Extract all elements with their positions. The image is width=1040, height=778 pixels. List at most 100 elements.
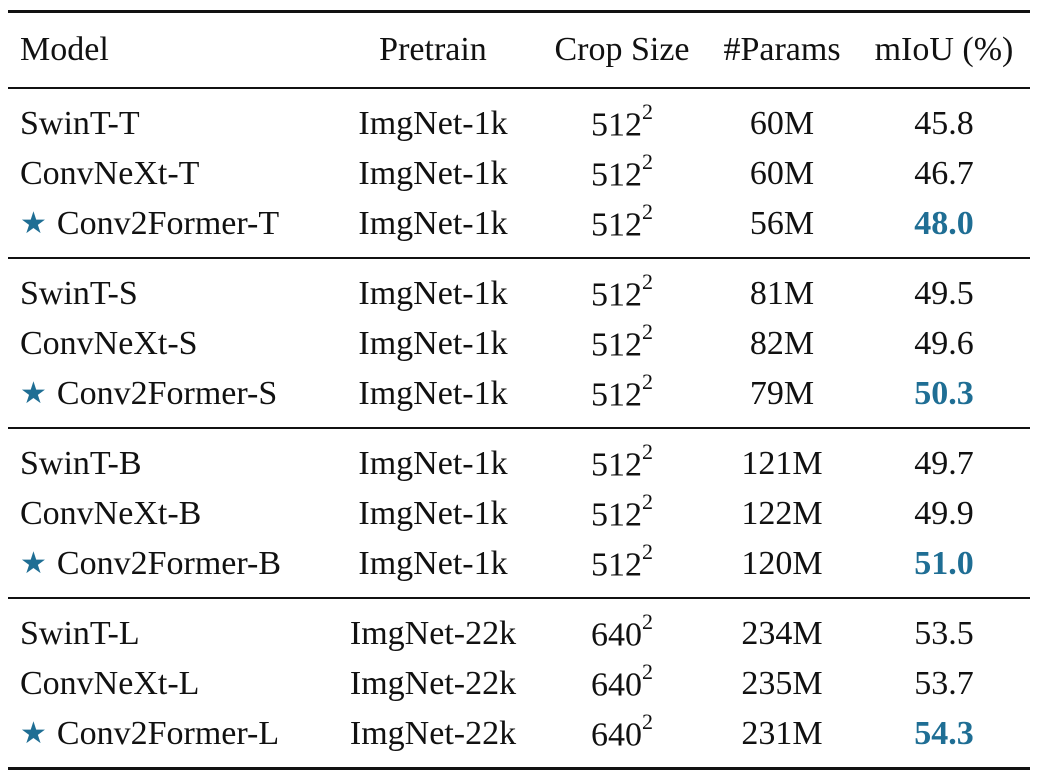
table-row: ★ Conv2Former-S ImgNet-1k 5122 79M 50.3 <box>8 369 1030 428</box>
cell-params: 235M <box>741 665 823 702</box>
cell-crop-size: 6402 <box>538 659 706 709</box>
table-group: SwinT-T ImgNet-1k 5122 60M 45.8 ConvNeXt-T Img… <box>8 88 1030 258</box>
model-name: Conv2Former-B <box>56 545 281 582</box>
cell-model: ★ Conv2Former-L <box>8 709 328 769</box>
header-miou: mIoU (%) <box>874 31 1014 68</box>
cell-miou-best: 50.3 <box>914 375 974 412</box>
header-params: #Params <box>723 31 841 68</box>
cell-params: 234M <box>741 615 823 652</box>
model-name: Conv2Former-S <box>56 375 278 412</box>
model-name: ConvNeXt-B <box>20 495 202 532</box>
crop-size-exponent: 2 <box>642 199 653 225</box>
cell-model: ★ Conv2Former-T <box>8 199 328 258</box>
crop-size-exponent: 2 <box>642 269 653 295</box>
cell-miou-best: 54.3 <box>914 715 974 752</box>
table-group: SwinT-L ImgNet-22k 6402 234M 53.5 ConvNeXt-L I… <box>8 598 1030 769</box>
cell-miou: 49.9 <box>914 495 974 532</box>
table-row: SwinT-T ImgNet-1k 5122 60M 45.8 <box>8 88 1030 149</box>
cell-crop-size: 5122 <box>538 539 706 598</box>
crop-size-exponent: 2 <box>642 609 653 635</box>
model-name: SwinT-L <box>20 615 140 652</box>
crop-size-exponent: 2 <box>642 369 653 395</box>
cell-model: SwinT-S <box>8 258 328 319</box>
cell-crop-size: 5122 <box>538 369 706 428</box>
cell-pretrain: ImgNet-22k <box>349 615 517 652</box>
cell-pretrain: ImgNet-1k <box>358 495 508 532</box>
cell-model: ConvNeXt-T <box>8 149 328 199</box>
crop-size-base: 512 <box>591 206 642 244</box>
header-crop-size: Crop Size <box>554 31 690 68</box>
crop-size-exponent: 2 <box>642 319 653 345</box>
cell-pretrain: ImgNet-1k <box>358 205 508 242</box>
results-table-container: Model Pretrain Crop Size #Params mIoU (%… <box>8 10 1030 770</box>
model-name: ConvNeXt-S <box>20 325 198 362</box>
table-group: SwinT-S ImgNet-1k 5122 81M 49.5 ConvNeXt-S Img… <box>8 258 1030 428</box>
star-icon: ★ <box>20 716 47 751</box>
cell-crop-size: 5122 <box>538 489 706 539</box>
cell-miou: 53.5 <box>914 615 974 652</box>
model-name: SwinT-S <box>20 275 138 312</box>
cell-miou-best: 51.0 <box>914 545 974 582</box>
star-icon: ★ <box>20 546 47 581</box>
table-row: SwinT-L ImgNet-22k 6402 234M 53.5 <box>8 598 1030 659</box>
cell-crop-size: 5122 <box>538 258 706 319</box>
crop-size-base: 640 <box>591 616 642 654</box>
cell-model: ConvNeXt-L <box>8 659 328 709</box>
crop-size-exponent: 2 <box>642 539 653 565</box>
table-row: ★ Conv2Former-L ImgNet-22k 6402 231M 54.3 <box>8 709 1030 769</box>
header-pretrain: Pretrain <box>379 31 487 68</box>
crop-size-exponent: 2 <box>642 489 653 515</box>
cell-pretrain: ImgNet-1k <box>358 325 508 362</box>
crop-size-exponent: 2 <box>642 149 653 175</box>
cell-crop-size: 5122 <box>538 88 706 149</box>
cell-pretrain: ImgNet-1k <box>358 445 508 482</box>
cell-params: 82M <box>749 325 815 362</box>
table-group: SwinT-B ImgNet-1k 5122 121M 49.7 ConvNeXt-B Im… <box>8 428 1030 598</box>
table-row: ConvNeXt-B ImgNet-1k 5122 122M 49.9 <box>8 489 1030 539</box>
table-header: Model Pretrain Crop Size #Params mIoU (%… <box>8 11 1030 88</box>
cell-miou: 46.7 <box>914 155 974 192</box>
cell-miou: 49.6 <box>914 325 974 362</box>
table-row: ConvNeXt-T ImgNet-1k 5122 60M 46.7 <box>8 149 1030 199</box>
header-row: Model Pretrain Crop Size #Params mIoU (%… <box>8 11 1030 88</box>
cell-model: SwinT-T <box>8 88 328 149</box>
crop-size-exponent: 2 <box>642 439 653 465</box>
table-row: SwinT-B ImgNet-1k 5122 121M 49.7 <box>8 428 1030 489</box>
crop-size-base: 512 <box>591 326 642 364</box>
model-name: ConvNeXt-T <box>20 155 200 192</box>
cell-params: 231M <box>741 715 823 752</box>
cell-pretrain: ImgNet-1k <box>358 155 508 192</box>
crop-size-base: 512 <box>591 446 642 484</box>
crop-size-base: 512 <box>591 376 642 414</box>
crop-size-base: 512 <box>591 546 642 584</box>
model-name: ConvNeXt-L <box>20 665 200 702</box>
cell-params: 60M <box>749 155 815 192</box>
crop-size-base: 512 <box>591 156 642 194</box>
model-name: SwinT-B <box>20 445 142 482</box>
cell-miou: 49.7 <box>914 445 974 482</box>
cell-crop-size: 5122 <box>538 319 706 369</box>
cell-params: 120M <box>741 545 823 582</box>
crop-size-exponent: 2 <box>642 709 653 735</box>
cell-params: 56M <box>749 205 815 242</box>
table-row: SwinT-S ImgNet-1k 5122 81M 49.5 <box>8 258 1030 319</box>
cell-model: ConvNeXt-S <box>8 319 328 369</box>
cell-crop-size: 5122 <box>538 428 706 489</box>
cell-crop-size: 6402 <box>538 709 706 769</box>
header-model: Model <box>20 31 109 68</box>
crop-size-base: 640 <box>591 666 642 704</box>
cell-miou: 45.8 <box>914 105 974 142</box>
cell-model: ★ Conv2Former-S <box>8 369 328 428</box>
cell-pretrain: ImgNet-1k <box>358 375 508 412</box>
star-icon: ★ <box>20 206 47 241</box>
crop-size-base: 640 <box>591 716 642 754</box>
cell-miou: 53.7 <box>914 665 974 702</box>
cell-pretrain: ImgNet-1k <box>358 545 508 582</box>
model-name: Conv2Former-L <box>56 715 280 752</box>
table-row: ConvNeXt-L ImgNet-22k 6402 235M 53.7 <box>8 659 1030 709</box>
segmentation-results-table: Model Pretrain Crop Size #Params mIoU (%… <box>8 10 1030 770</box>
cell-pretrain: ImgNet-22k <box>349 665 517 702</box>
table-row: ★ Conv2Former-T ImgNet-1k 5122 56M 48.0 <box>8 199 1030 258</box>
crop-size-base: 512 <box>591 106 642 144</box>
cell-params: 121M <box>741 445 823 482</box>
